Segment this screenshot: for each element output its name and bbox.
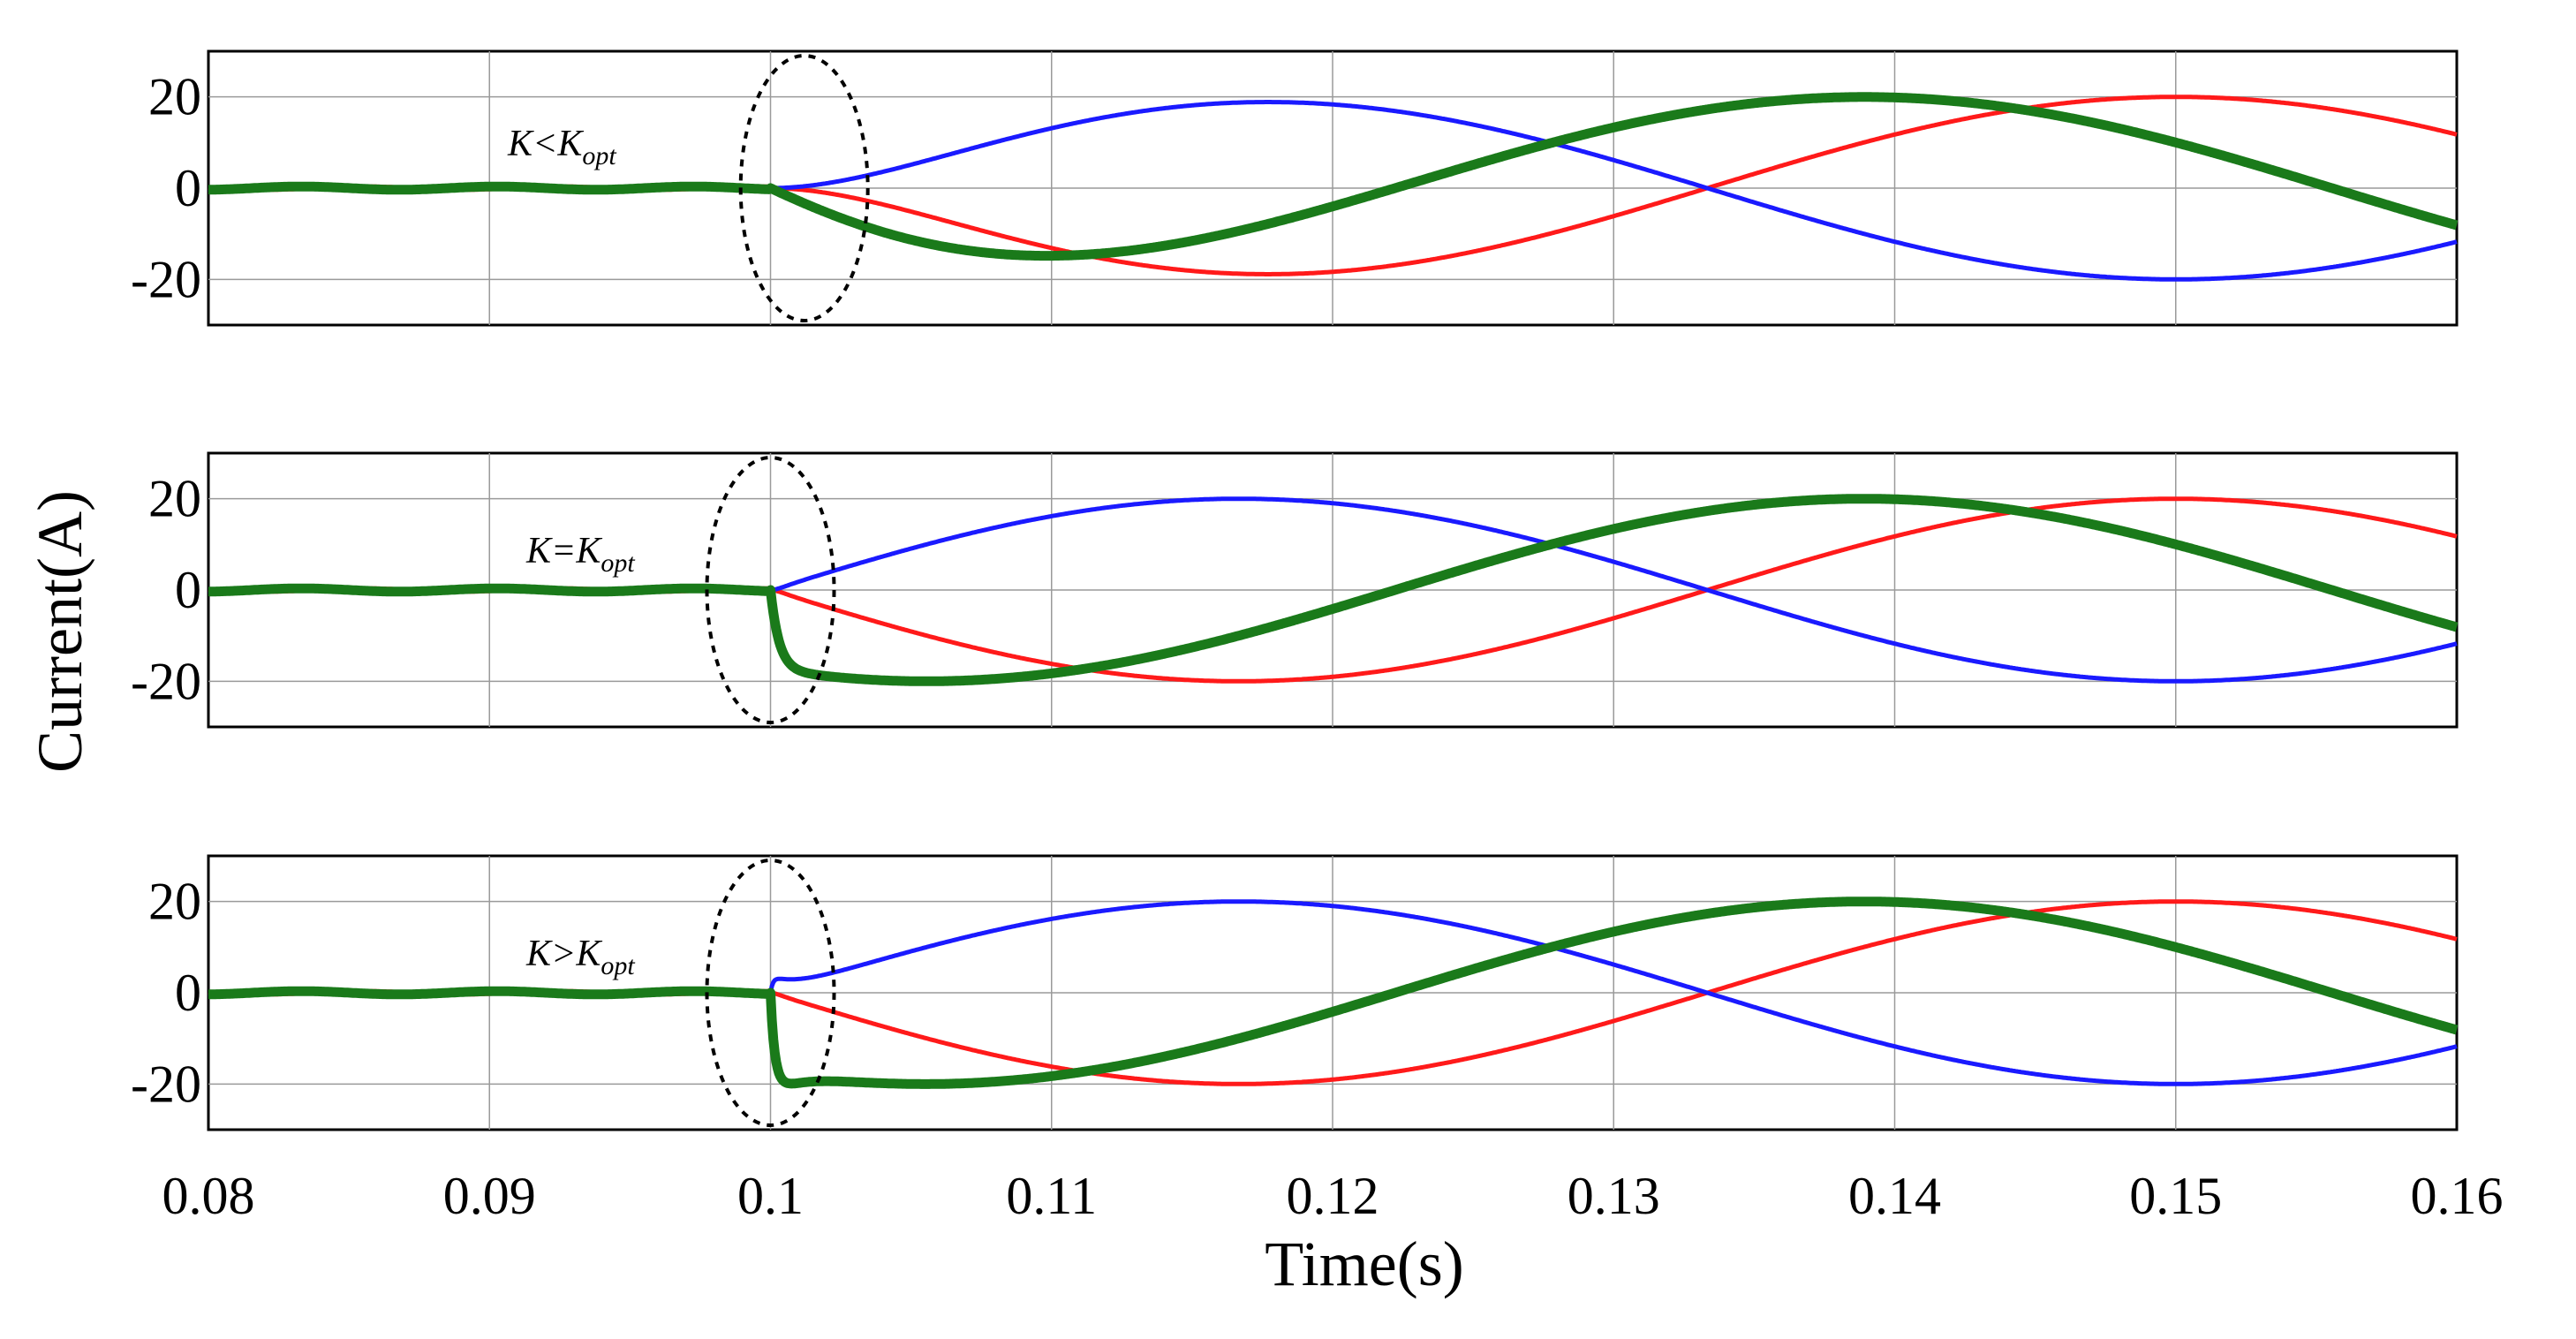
x-tick-label: 0.11	[1006, 1167, 1097, 1225]
panel-annotation: K>Kopt	[525, 934, 635, 980]
y-tick-label: 0	[175, 561, 201, 619]
series-line-phase-3	[205, 896, 2460, 1089]
series-line-phase-3	[205, 494, 2460, 686]
panel-3: 20 0 -20 K>Kopt	[131, 854, 2460, 1131]
x-tick-label: 0.08	[162, 1167, 255, 1225]
panels-group: 20 0 -20 K<Kopt 20 0 -20 K=Kopt 20 0 -20 K>Kopt	[131, 49, 2460, 1131]
y-tick-label: 20	[148, 470, 201, 528]
x-tick-label: 0.12	[1287, 1167, 1379, 1225]
y-tick-label: -20	[131, 1055, 201, 1113]
x-tick-labels: 0.08 0.09 0.1 0.11 0.12 0.13 0.14 0.15 0.16	[162, 1167, 2504, 1225]
y-tick-label: 0	[175, 159, 201, 217]
transient-highlight-ellipse	[738, 54, 870, 322]
series-line-phase-3	[205, 92, 2460, 261]
y-tick-label: -20	[131, 652, 201, 710]
x-tick-label: 0.16	[2411, 1167, 2504, 1225]
panel-annotation: K=Kopt	[525, 531, 635, 578]
x-axis-label: Time(s)	[1265, 1229, 1463, 1299]
x-tick-label: 0.09	[443, 1167, 536, 1225]
x-tick-label: 0.15	[2129, 1167, 2222, 1225]
panel-annotation: K<Kopt	[507, 124, 616, 170]
transient-highlight-ellipse	[705, 859, 836, 1127]
transient-highlight-ellipse	[705, 456, 836, 724]
y-tick-label: 0	[175, 964, 201, 1022]
y-tick-label: 20	[148, 873, 201, 931]
x-tick-label: 0.14	[1848, 1167, 1941, 1225]
y-axis-label: Current(A)	[25, 490, 95, 773]
x-tick-label: 0.1	[737, 1167, 804, 1225]
x-tick-label: 0.13	[1568, 1167, 1660, 1225]
panel-2: 20 0 -20 K=Kopt	[131, 451, 2460, 729]
panel-1: 20 0 -20 K<Kopt	[131, 49, 2460, 327]
y-tick-label: -20	[131, 250, 201, 308]
y-tick-label: 20	[148, 68, 201, 126]
